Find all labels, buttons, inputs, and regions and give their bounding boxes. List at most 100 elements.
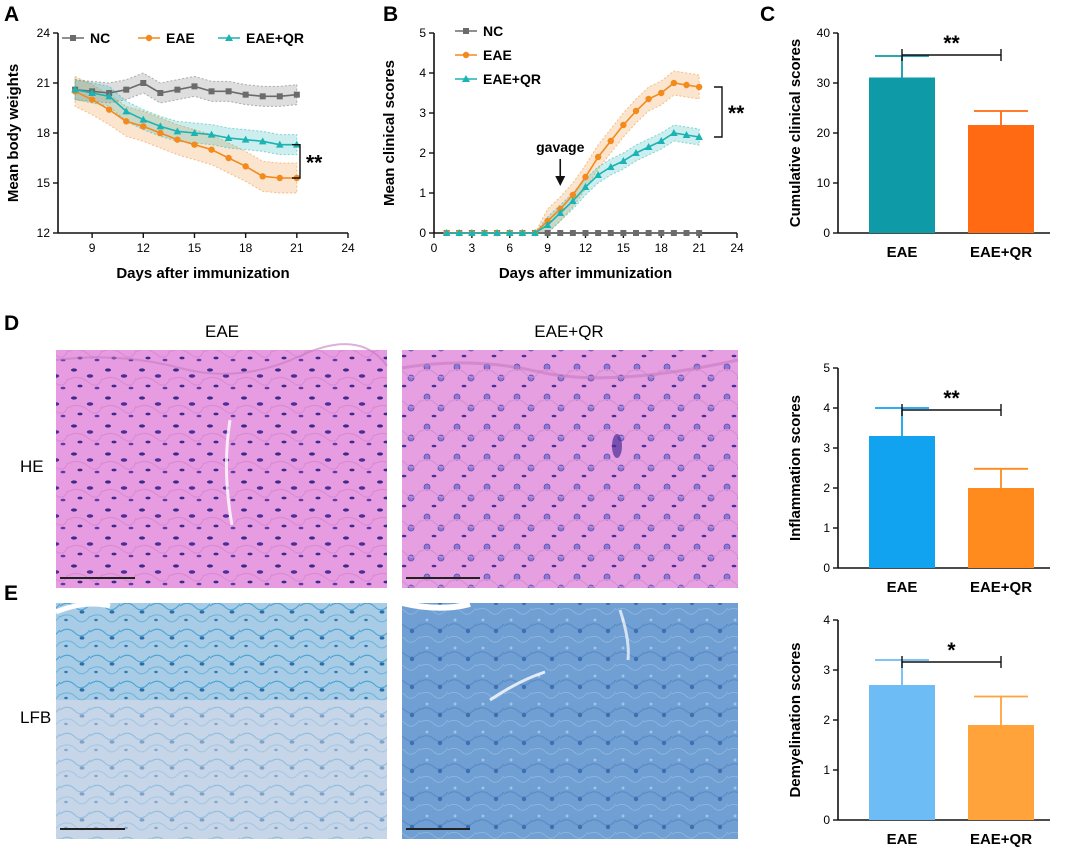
bar-eae-qr: [968, 725, 1034, 820]
x-axis-title: Days after immunization: [499, 265, 672, 282]
y-tick-label: 4: [419, 66, 426, 80]
y-axis-title: Mean clinical scores: [381, 60, 398, 206]
legend-marker-eae-qr: [225, 34, 233, 41]
chart-c-cumulative-scores: 0 10 20 30 40 Cumulative clinical scores EAE EA…: [787, 26, 1050, 261]
data-point-eae-qr: [619, 157, 628, 164]
chart-d-inflammation-scores: 0 1 2 3 4 5 Inflammation scores EAE EAE+QR **: [787, 361, 1050, 596]
panel-label-c: C: [760, 3, 775, 26]
y-tick-label: 0: [823, 813, 830, 827]
legend-label-nc: NC: [483, 23, 503, 39]
legend-marker-eae: [145, 34, 153, 42]
data-point-eae-qr: [606, 163, 615, 170]
data-point-eae-qr: [493, 229, 501, 236]
data-point-nc: [157, 90, 164, 96]
x-tick-label: 18: [655, 241, 669, 255]
row-label-lfb: LFB: [20, 708, 51, 727]
x-tick-label: 24: [341, 241, 355, 255]
data-point-eae-qr: [657, 137, 666, 144]
y-tick-label: 18: [37, 126, 51, 140]
series-line-eae: [74, 90, 297, 179]
data-point-eae-qr: [480, 229, 489, 236]
x-tick-label: 12: [579, 241, 593, 255]
significance-bracket: [901, 656, 1002, 668]
data-point-nc: [683, 230, 690, 236]
data-point-eae-qr: [468, 229, 476, 236]
data-point-eae-qr: [207, 130, 216, 138]
data-point-eae: [569, 191, 577, 199]
series-band-eae-qr: [74, 79, 298, 156]
y-tick-label: 3: [419, 106, 426, 120]
column-label-eae-qr: EAE+QR: [534, 322, 603, 341]
category-label-eae-qr: EAE+QR: [970, 831, 1032, 848]
category-label-eae: EAE: [887, 579, 918, 596]
x-tick-label: 21: [290, 241, 304, 255]
data-point-nc: [123, 86, 130, 93]
data-point-eae: [276, 174, 283, 182]
y-tick-label: 2: [823, 481, 830, 495]
category-label-eae-qr: EAE+QR: [970, 579, 1032, 596]
data-point-eae-qr: [173, 127, 182, 135]
micrograph-he-eae-qr: [401, 350, 739, 588]
data-point-eae: [105, 106, 113, 113]
data-point-eae-qr: [190, 129, 199, 136]
y-tick-label: 15: [37, 176, 51, 190]
data-point-eae: [645, 95, 652, 103]
data-point-nc: [174, 86, 181, 93]
data-point-eae-qr: [224, 134, 233, 141]
data-point-eae-qr: [594, 171, 602, 178]
y-tick-label: 10: [817, 176, 831, 190]
chart-e-demyelination-scores: 0 1 2 3 4 Demyelination scores EAE EAE+QR *: [787, 613, 1050, 848]
y-tick-label: 0: [823, 226, 830, 240]
x-tick-label: 3: [469, 241, 476, 255]
bar-eae-qr: [968, 125, 1034, 233]
y-tick-label: 5: [419, 26, 426, 40]
x-tick-label: 6: [506, 241, 513, 255]
category-label-eae: EAE: [887, 244, 918, 261]
x-tick-label: 24: [730, 241, 744, 255]
significance-bracket: [901, 49, 1002, 61]
y-tick-label: 24: [37, 26, 51, 40]
significance-bracket: [714, 86, 723, 138]
y-tick-label: 0: [823, 561, 830, 575]
legend-label-eae: EAE: [166, 30, 195, 46]
x-tick-label: 18: [239, 241, 253, 255]
data-point-nc: [633, 230, 639, 236]
legend-label-eae-qr: EAE+QR: [246, 30, 304, 46]
data-point-nc: [645, 230, 652, 236]
data-point-nc: [259, 93, 266, 100]
data-point-eae-qr: [682, 131, 691, 138]
data-point-nc: [208, 88, 215, 95]
x-tick-label: 0: [431, 241, 438, 255]
data-point-nc: [140, 80, 147, 86]
bar-eae-qr: [968, 488, 1034, 568]
data-point-eae: [259, 173, 266, 180]
row-label-he: HE: [20, 457, 44, 476]
significance-label: **: [943, 387, 960, 410]
x-axis-title: Days after immunization: [116, 265, 289, 282]
x-tick-label: 15: [188, 241, 202, 255]
column-label-eae: EAE: [205, 322, 239, 341]
x-tick-label: 15: [617, 241, 631, 255]
data-point-eae: [225, 154, 232, 162]
data-point-eae: [658, 89, 665, 97]
data-point-eae: [670, 79, 678, 87]
data-point-nc: [696, 230, 703, 236]
data-point-nc: [582, 230, 589, 236]
significance-bracket: [901, 404, 1002, 416]
panel-label-b: B: [383, 3, 398, 26]
bar-eae: [869, 685, 935, 820]
y-tick-label: 12: [37, 226, 51, 240]
data-point-eae: [594, 153, 602, 161]
legend-marker-nc: [70, 35, 76, 41]
annotation-arrow-head: [555, 176, 566, 186]
series-band-nc: [74, 72, 298, 107]
data-point-eae: [88, 96, 96, 103]
data-point-eae-qr: [139, 115, 148, 123]
bar-eae: [869, 436, 935, 568]
data-point-nc: [293, 91, 300, 98]
data-point-eae: [174, 136, 181, 143]
data-point-eae-qr: [569, 197, 577, 204]
data-point-nc: [607, 230, 614, 236]
y-tick-label: 3: [823, 441, 830, 455]
data-point-eae: [620, 121, 627, 129]
